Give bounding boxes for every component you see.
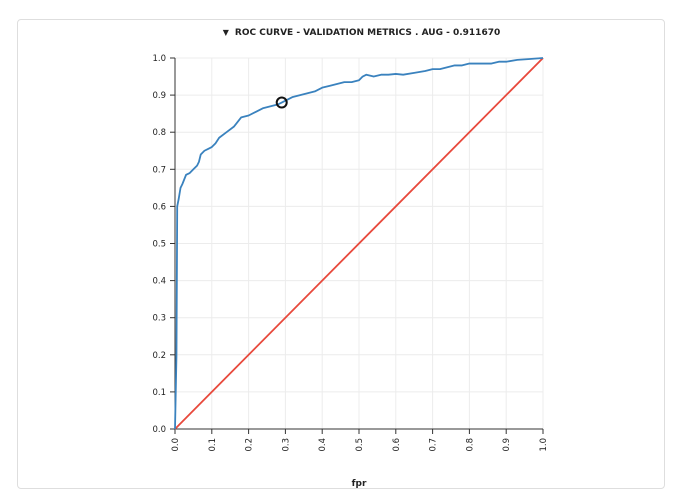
x-tick-label: 1.0 (539, 438, 549, 452)
x-tick-label: 0.9 (502, 438, 512, 452)
y-tick-label: 0.2 (152, 351, 166, 361)
x-tick-label: 0.4 (318, 438, 328, 452)
y-tick-label: 0.7 (152, 165, 166, 175)
x-tick-label: 0.7 (429, 438, 439, 452)
highlight-point-marker (275, 96, 288, 109)
collapse-triangle-icon[interactable]: ▼ (222, 28, 229, 37)
chart-panel (17, 19, 665, 489)
y-tick-label: 0.8 (152, 128, 166, 138)
diagonal-reference-line (174, 57, 544, 430)
y-tick-label: 0.3 (152, 314, 166, 324)
chart-title: ROC CURVE - VALIDATION METRICS . AUG - 0… (234, 28, 501, 38)
y-tick-label: 0.9 (152, 91, 166, 101)
x-tick-label: 0.3 (281, 438, 291, 452)
x-tick-label: 0.8 (465, 438, 475, 452)
chart-title-row: ▼ ROC CURVE - VALIDATION METRICS . AUG - … (0, 28, 683, 38)
y-tick-label: 0.0 (152, 425, 166, 435)
y-tick-label: 0.5 (152, 240, 166, 250)
x-tick-label: 0.2 (245, 438, 255, 452)
x-tick-label: 0.5 (355, 438, 365, 452)
y-tick-label: 0.6 (152, 202, 166, 212)
y-tick-label: 0.1 (152, 388, 166, 398)
y-tick-label: 0.4 (152, 277, 166, 287)
x-axis-label: fpr (352, 479, 367, 489)
x-tick-label: 0.0 (171, 438, 181, 452)
x-tick-label: 0.6 (392, 438, 402, 452)
x-tick-label: 0.1 (208, 438, 218, 452)
y-tick-label: 1.0 (152, 54, 166, 64)
roc-curve-line (174, 57, 544, 430)
